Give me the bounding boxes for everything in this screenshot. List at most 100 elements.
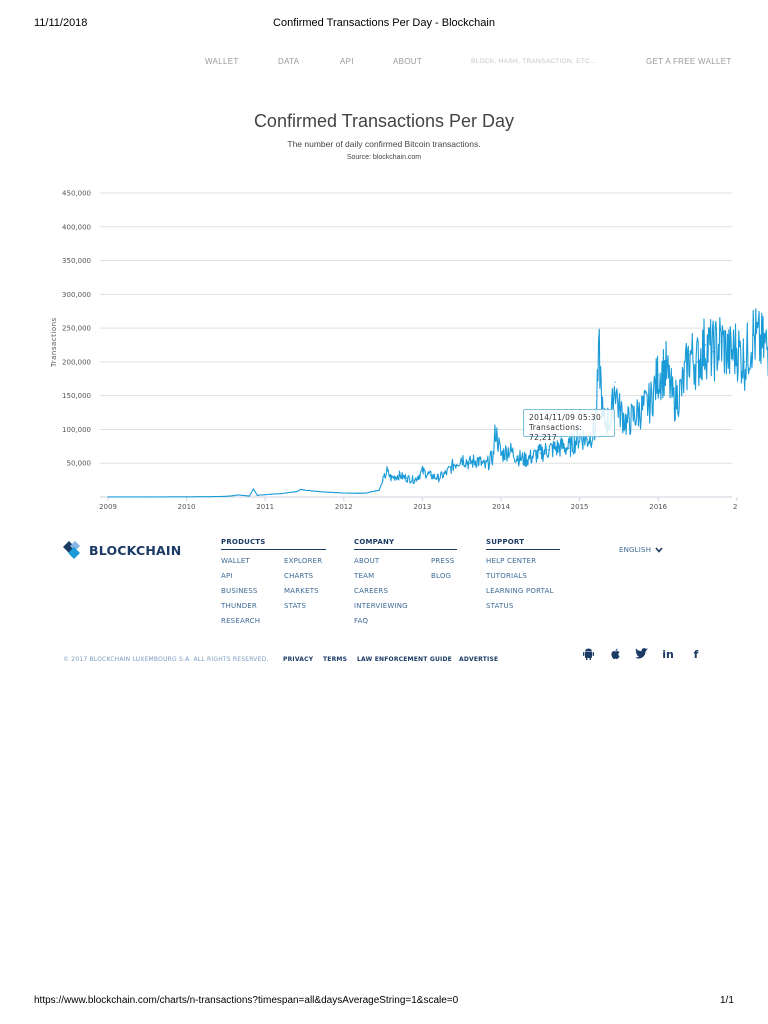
data-point[interactable]: [598, 354, 600, 356]
footer-link-blog[interactable]: BLOG: [431, 572, 452, 580]
data-point[interactable]: [311, 490, 313, 492]
footer-link-wallet[interactable]: WALLET: [221, 557, 251, 565]
android-icon[interactable]: [581, 648, 595, 662]
data-point[interactable]: [673, 401, 675, 404]
data-point[interactable]: [264, 494, 266, 496]
data-point[interactable]: [343, 492, 345, 494]
law-enforcement-guide-link[interactable]: LAW ENFORCEMENT GUIDE: [357, 656, 452, 663]
nav-data[interactable]: DATA: [278, 57, 300, 66]
footer-link-stats[interactable]: STATS: [284, 602, 307, 610]
data-point[interactable]: [681, 388, 683, 390]
data-point[interactable]: [494, 428, 497, 431]
data-point[interactable]: [649, 401, 651, 404]
data-point[interactable]: [657, 374, 659, 376]
data-point[interactable]: [744, 361, 746, 363]
footer-link-charts[interactable]: CHARTS: [284, 572, 314, 580]
data-point[interactable]: [696, 361, 699, 363]
data-point[interactable]: [413, 479, 416, 481]
footer-link-learning-portal[interactable]: LEARNING PORTAL: [486, 587, 554, 595]
data-point[interactable]: [237, 494, 239, 496]
data-point[interactable]: [586, 438, 589, 441]
footer-link-status[interactable]: STATUS: [486, 602, 514, 610]
series-line-transactions[interactable]: [108, 260, 768, 498]
footer-link-faq[interactable]: FAQ: [354, 617, 369, 625]
data-point[interactable]: [382, 479, 384, 481]
data-point[interactable]: [508, 449, 510, 451]
data-point[interactable]: [280, 493, 282, 495]
advertise-link[interactable]: ADVERTISE: [459, 656, 499, 663]
data-point[interactable]: [626, 422, 628, 424]
facebook-icon[interactable]: f: [693, 648, 699, 661]
nav-api[interactable]: API: [340, 57, 354, 66]
data-point[interactable]: [398, 474, 400, 476]
data-point[interactable]: [468, 462, 471, 464]
apple-icon[interactable]: [608, 648, 622, 662]
data-point[interactable]: [476, 459, 479, 461]
footer-link-tutorials[interactable]: TUTORIALS: [486, 572, 528, 580]
data-point[interactable]: [248, 495, 251, 497]
data-point[interactable]: [421, 470, 423, 472]
data-point[interactable]: [704, 344, 706, 346]
data-point[interactable]: [256, 494, 258, 496]
transactions-chart[interactable]: 50,000 100,000 150,000 200,000 250,000 300,00…: [0, 180, 768, 520]
nav-wallet[interactable]: WALLET: [205, 57, 239, 66]
twitter-icon[interactable]: [634, 648, 648, 662]
terms-link[interactable]: TERMS: [323, 656, 348, 663]
data-point[interactable]: [378, 489, 380, 491]
data-point[interactable]: [225, 495, 227, 497]
data-point[interactable]: [531, 455, 534, 458]
get-wallet-button[interactable]: GET A FREE WALLET: [646, 57, 732, 66]
footer-link-api[interactable]: API: [221, 572, 233, 580]
data-point[interactable]: [327, 491, 329, 493]
footer-link-thunder[interactable]: THUNDER: [221, 602, 257, 610]
data-point[interactable]: [555, 447, 557, 449]
data-point[interactable]: [437, 477, 439, 479]
data-point[interactable]: [516, 455, 518, 458]
data-point[interactable]: [641, 408, 644, 410]
linkedin-icon[interactable]: in: [662, 648, 674, 661]
data-point[interactable]: [445, 472, 447, 474]
data-point[interactable]: [209, 496, 211, 498]
footer-link-research[interactable]: RESEARCH: [221, 617, 261, 625]
footer-link-team[interactable]: TEAM: [354, 572, 375, 580]
data-point[interactable]: [296, 490, 298, 493]
footer-link-business[interactable]: BUSINESS: [221, 587, 258, 595]
data-point[interactable]: [712, 351, 714, 353]
footer-link-help-center[interactable]: HELP CENTER: [486, 557, 537, 565]
data-point[interactable]: [453, 463, 455, 466]
data-point[interactable]: [634, 415, 636, 417]
footer-link-interviewing[interactable]: INTERVIEWING: [354, 602, 408, 610]
data-point[interactable]: [736, 347, 738, 349]
data-point[interactable]: [233, 495, 235, 497]
blockchain-logo[interactable]: BLOCKCHAIN: [63, 540, 181, 560]
data-point[interactable]: [386, 470, 388, 472]
data-point[interactable]: [492, 455, 494, 458]
privacy-link[interactable]: PRIVACY: [283, 656, 314, 663]
data-point[interactable]: [720, 341, 722, 343]
data-point[interactable]: [146, 496, 148, 498]
data-point[interactable]: [567, 447, 570, 449]
data-point[interactable]: [390, 477, 392, 479]
data-point[interactable]: [618, 408, 620, 410]
footer-link-about[interactable]: ABOUT: [354, 557, 380, 565]
data-point[interactable]: [366, 492, 368, 494]
data-point[interactable]: [484, 466, 486, 468]
data-point[interactable]: [665, 368, 667, 370]
data-point[interactable]: [406, 477, 408, 479]
footer-link-careers[interactable]: CAREERS: [354, 587, 389, 595]
data-point[interactable]: [523, 459, 526, 461]
data-point[interactable]: [751, 334, 754, 336]
data-point[interactable]: [107, 496, 109, 498]
data-point[interactable]: [186, 496, 188, 498]
data-point[interactable]: [500, 454, 502, 456]
data-point[interactable]: [689, 354, 691, 356]
data-point[interactable]: [429, 474, 431, 476]
data-point[interactable]: [728, 354, 730, 356]
data-point[interactable]: [759, 344, 761, 346]
data-point[interactable]: [539, 452, 541, 454]
data-point[interactable]: [547, 449, 549, 451]
data-point[interactable]: [358, 492, 361, 494]
language-selector[interactable]: ENGLISH: [619, 546, 663, 554]
data-point[interactable]: [252, 488, 255, 490]
data-point[interactable]: [461, 457, 463, 459]
